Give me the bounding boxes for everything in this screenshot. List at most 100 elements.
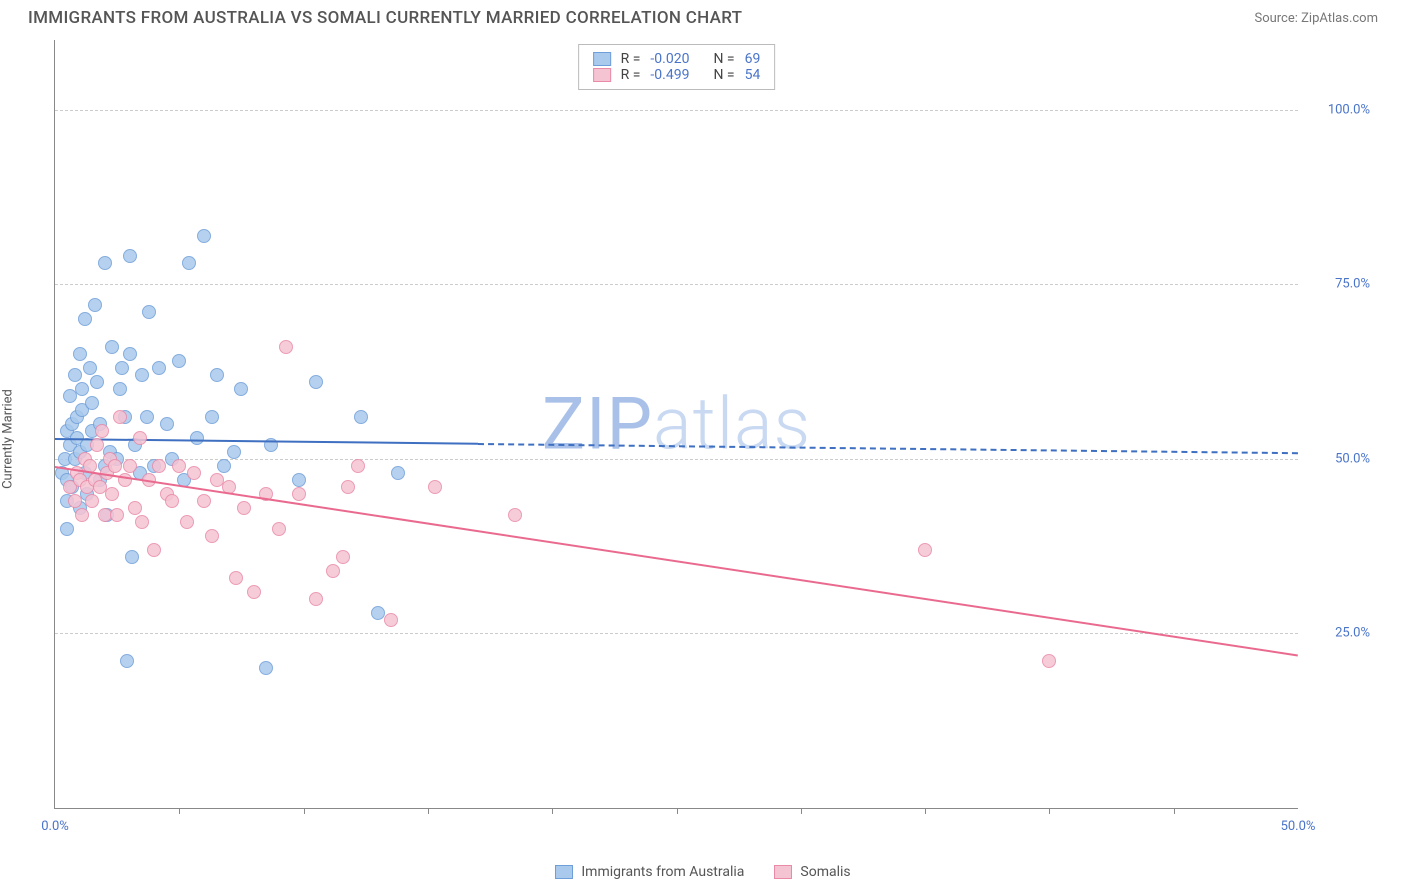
trend-line: [478, 443, 1298, 454]
data-point: [247, 585, 261, 599]
data-point: [95, 424, 109, 438]
data-point: [90, 438, 104, 452]
legend-swatch: [555, 865, 573, 879]
gridline: [55, 459, 1298, 460]
y-tick-label: 25.0%: [1310, 626, 1370, 641]
data-point: [217, 459, 231, 473]
data-point: [354, 410, 368, 424]
data-point: [68, 494, 82, 508]
data-point: [88, 298, 102, 312]
data-point: [182, 256, 196, 270]
stat-n-value: 54: [745, 67, 761, 83]
data-point: [237, 501, 251, 515]
data-point: [292, 473, 306, 487]
data-point: [105, 487, 119, 501]
stat-row: R = -0.499N = 54: [593, 67, 761, 83]
data-point: [135, 368, 149, 382]
data-point: [428, 480, 442, 494]
x-tick-label: 50.0%: [1281, 819, 1316, 834]
data-point: [152, 361, 166, 375]
data-point: [165, 494, 179, 508]
y-tick-label: 50.0%: [1310, 451, 1370, 466]
legend-label: Immigrants from Australia: [581, 864, 744, 880]
data-point: [210, 368, 224, 382]
data-point: [83, 361, 97, 375]
data-point: [227, 445, 241, 459]
data-point: [341, 480, 355, 494]
gridline: [55, 284, 1298, 285]
data-point: [1042, 654, 1056, 668]
data-point: [108, 459, 122, 473]
data-point: [391, 466, 405, 480]
data-point: [125, 550, 139, 564]
data-point: [98, 256, 112, 270]
data-point: [152, 459, 166, 473]
data-point: [229, 571, 243, 585]
data-point: [128, 501, 142, 515]
x-tick: [304, 808, 305, 814]
stat-n-label: N =: [713, 67, 734, 83]
x-tick: [801, 808, 802, 814]
stat-n-value: 69: [745, 51, 761, 67]
stat-n-label: N =: [713, 51, 734, 67]
plot-region: ZIPatlas R = -0.020 N = 69R = -0.499N = 5…: [54, 40, 1298, 809]
data-point: [123, 459, 137, 473]
data-point: [918, 543, 932, 557]
legend-item: Immigrants from Australia: [555, 864, 744, 880]
data-point: [85, 396, 99, 410]
data-point: [234, 382, 248, 396]
legend-item: Somalis: [774, 864, 850, 880]
data-point: [172, 354, 186, 368]
data-point: [326, 564, 340, 578]
data-point: [147, 543, 161, 557]
data-point: [160, 417, 174, 431]
x-tick: [1174, 808, 1175, 814]
legend-label: Somalis: [800, 864, 850, 880]
data-point: [205, 410, 219, 424]
data-point: [384, 613, 398, 627]
x-tick: [925, 808, 926, 814]
legend: Immigrants from Australia Somalis: [0, 864, 1406, 880]
stat-row: R = -0.020N = 69: [593, 51, 761, 67]
data-point: [78, 312, 92, 326]
data-point: [140, 410, 154, 424]
x-tick-label: 0.0%: [41, 819, 69, 834]
x-tick: [677, 808, 678, 814]
data-point: [85, 494, 99, 508]
data-point: [309, 375, 323, 389]
y-tick-label: 100.0%: [1310, 102, 1370, 117]
data-point: [142, 305, 156, 319]
data-point: [120, 654, 134, 668]
data-point: [279, 340, 293, 354]
source-label: Source: ZipAtlas.com: [1254, 11, 1378, 26]
data-point: [272, 522, 286, 536]
trend-line: [55, 466, 1298, 656]
data-point: [105, 340, 119, 354]
stat-r-label: R =: [621, 67, 641, 83]
data-point: [292, 487, 306, 501]
data-point: [351, 459, 365, 473]
data-point: [90, 375, 104, 389]
data-point: [190, 431, 204, 445]
y-tick-label: 75.0%: [1310, 277, 1370, 292]
data-point: [133, 431, 147, 445]
data-point: [123, 347, 137, 361]
watermark: ZIPatlas: [542, 382, 811, 467]
data-point: [309, 592, 323, 606]
data-point: [115, 361, 129, 375]
data-point: [113, 410, 127, 424]
data-point: [336, 550, 350, 564]
data-point: [75, 382, 89, 396]
data-point: [113, 382, 127, 396]
data-point: [60, 522, 74, 536]
x-tick: [179, 808, 180, 814]
gridline: [55, 633, 1298, 634]
series-swatch: [593, 68, 611, 82]
data-point: [187, 466, 201, 480]
data-point: [205, 529, 219, 543]
stat-r-value: -0.020: [650, 51, 689, 67]
chart-title: IMMIGRANTS FROM AUSTRALIA VS SOMALI CURR…: [28, 8, 742, 28]
data-point: [180, 515, 194, 529]
data-point: [75, 508, 89, 522]
data-point: [172, 459, 186, 473]
